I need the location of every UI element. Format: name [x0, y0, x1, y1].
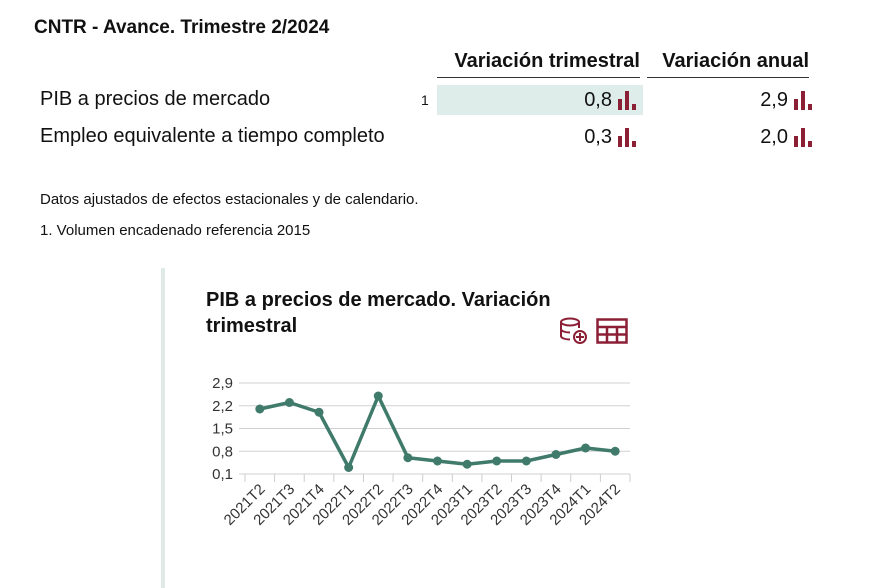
empleo-annual-value: 2,0	[760, 126, 788, 148]
data-point	[433, 456, 442, 466]
column-header-quarterly: Variación trimestral	[437, 50, 640, 78]
panel-border	[161, 268, 165, 588]
pib-annual-value: 2,9	[760, 89, 788, 111]
data-point	[521, 456, 531, 466]
note-adjusted: Datos ajustados de efectos estacionales …	[40, 191, 419, 208]
data-point	[581, 443, 591, 453]
data-point	[551, 450, 561, 459]
page-title: CNTR - Avance. Trimestre 2/2024	[34, 17, 330, 38]
data-point	[610, 446, 620, 456]
bar-chart-icon[interactable]	[618, 90, 636, 110]
row-label-pib: PIB a precios de mercado	[40, 88, 271, 110]
data-point	[373, 391, 383, 401]
line-chart: 0,10,81,52,22,92021T22021T32021T42022T12…	[212, 375, 631, 529]
y-tick-label: 2,9	[212, 375, 233, 392]
pib-quarterly-cell: 0,8	[437, 85, 643, 115]
database-add-icon[interactable]	[558, 316, 590, 346]
note-volume: 1. Volumen encadenado referencia 2015	[40, 222, 311, 239]
bar-chart-icon[interactable]	[794, 127, 812, 147]
data-point	[462, 459, 472, 469]
empleo-quarterly-value: 0,3	[584, 126, 612, 148]
footnote-ref: 1	[421, 92, 429, 108]
chart-title: PIB a precios de mercado. Variación trim…	[206, 289, 551, 337]
data-point	[255, 404, 265, 414]
y-tick-label: 0,1	[212, 466, 233, 483]
y-tick-label: 1,5	[212, 421, 233, 438]
data-point	[403, 453, 413, 463]
data-point	[284, 398, 294, 407]
pib-quarterly-value: 0,8	[584, 89, 612, 111]
data-point	[314, 407, 324, 417]
empleo-quarterly-cell: 0,3	[437, 122, 643, 152]
bar-chart-icon[interactable]	[794, 90, 812, 110]
empleo-annual-cell: 2,0	[647, 122, 812, 152]
column-header-annual: Variación anual	[647, 50, 809, 78]
pib-annual-cell: 2,9	[647, 85, 812, 115]
y-tick-label: 2,2	[212, 398, 233, 415]
y-tick-label: 0,8	[212, 443, 233, 460]
row-label-empleo: Empleo equivalente a tiempo completo	[40, 125, 385, 147]
data-point	[492, 456, 502, 466]
table-icon[interactable]	[596, 318, 628, 345]
data-point	[344, 463, 354, 472]
bar-chart-icon[interactable]	[618, 127, 636, 147]
